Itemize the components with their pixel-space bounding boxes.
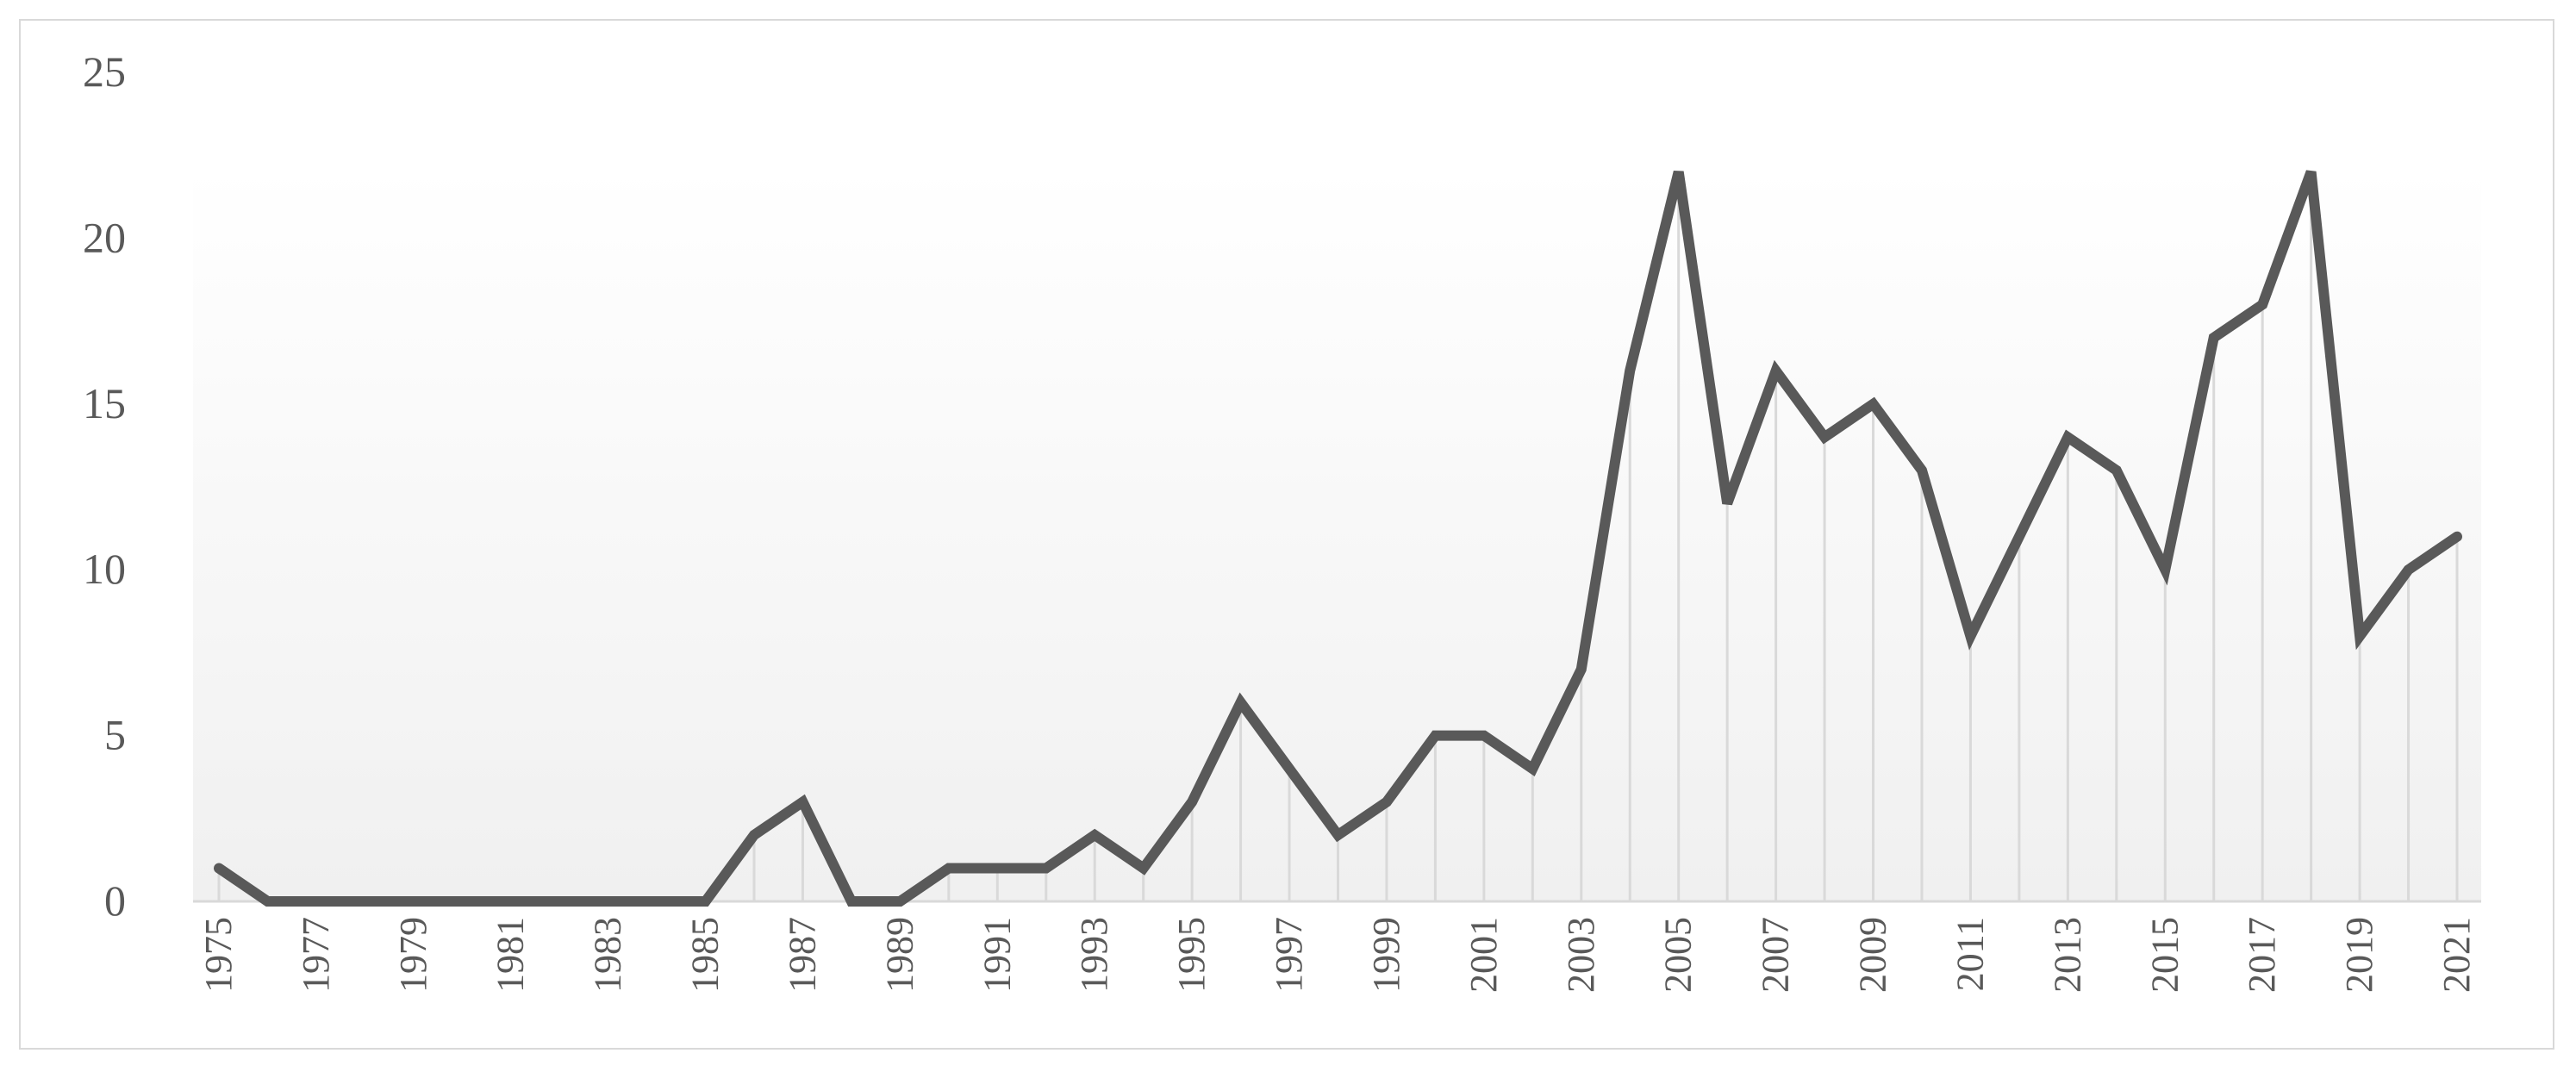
y-tick-label: 5 <box>104 711 126 759</box>
data-point <box>992 863 1002 874</box>
data-point <box>944 863 954 874</box>
data-point <box>2014 532 2024 542</box>
x-tick-label: 1995 <box>1170 917 1213 993</box>
y-tick-label: 10 <box>83 545 126 593</box>
x-tick-label: 1999 <box>1365 917 1407 993</box>
data-point <box>1479 731 1489 741</box>
data-point <box>1041 863 1051 874</box>
x-tick-label: 1993 <box>1073 917 1115 993</box>
data-point <box>652 896 662 907</box>
data-point <box>1722 498 1732 508</box>
y-tick-label: 15 <box>83 379 126 427</box>
data-point <box>1819 432 1830 442</box>
data-point <box>1430 731 1440 741</box>
data-point <box>506 896 516 907</box>
data-point <box>603 896 614 907</box>
x-tick-label: 1989 <box>878 917 920 993</box>
data-point <box>1527 763 1537 774</box>
x-tick-label: 1975 <box>197 917 240 993</box>
y-tick-label: 0 <box>104 876 126 925</box>
data-point <box>1187 797 1197 807</box>
data-point <box>457 896 467 907</box>
data-point <box>701 896 711 907</box>
x-tick-label: 2013 <box>2046 917 2088 993</box>
data-point <box>2257 299 2267 309</box>
data-point <box>2404 564 2414 575</box>
x-tick-label: 1985 <box>684 917 727 993</box>
data-point <box>1674 166 1684 177</box>
data-point <box>214 863 224 874</box>
x-tick-label: 2011 <box>1949 917 1991 991</box>
data-point <box>2160 564 2170 575</box>
data-point <box>1138 863 1149 874</box>
x-axis-ticks: 1975 1977 1979 1981 1983 1985 1987 1989 1991 1993… <box>197 917 2478 993</box>
plot-area <box>193 167 2481 901</box>
x-tick-label: 1983 <box>587 917 629 993</box>
x-tick-label: 1987 <box>781 917 823 993</box>
x-tick-label: 2005 <box>1657 917 1700 993</box>
data-point <box>1625 365 1635 376</box>
y-tick-label: 20 <box>83 213 126 261</box>
data-point <box>749 830 759 840</box>
x-tick-label: 1981 <box>490 917 532 993</box>
x-tick-label: 2017 <box>2241 917 2283 993</box>
x-tick-label: 1991 <box>976 917 1018 993</box>
x-tick-label: 1997 <box>1268 917 1310 993</box>
x-tick-label: 2015 <box>2143 917 2186 993</box>
x-tick-label: 2021 <box>2436 917 2478 993</box>
data-point <box>2306 166 2317 177</box>
x-tick-label: 1979 <box>392 917 434 993</box>
y-axis-ticks: 0 5 10 15 20 25 <box>83 47 126 925</box>
data-point <box>1382 797 1392 807</box>
y-tick-label: 25 <box>83 47 126 96</box>
data-point <box>262 896 272 907</box>
chart-frame: 0 5 10 15 20 25 1975 1977 1979 1981 1983 1985 1987 1… <box>19 19 2554 1050</box>
x-tick-label: 2001 <box>1463 917 1505 993</box>
data-point <box>554 896 564 907</box>
data-point <box>797 797 808 807</box>
x-tick-label: 2003 <box>1560 917 1602 993</box>
series-line <box>214 170 2462 907</box>
data-point <box>1917 465 1927 476</box>
data-point <box>895 896 905 907</box>
data-point <box>2452 532 2462 542</box>
x-tick-label: 2007 <box>1755 917 1797 993</box>
data-point <box>1236 697 1246 707</box>
data-point <box>1284 763 1294 774</box>
data-point <box>2062 432 2073 442</box>
x-tick-label: 1977 <box>295 917 337 993</box>
data-point <box>359 896 370 907</box>
x-tick-label: 2019 <box>2338 917 2380 993</box>
x-tick-label: 2009 <box>1852 917 1894 993</box>
data-point <box>2209 333 2219 343</box>
data-point <box>1965 631 1975 641</box>
data-point <box>846 896 857 907</box>
data-point <box>1333 830 1344 840</box>
data-point <box>1089 830 1100 840</box>
data-point <box>2111 465 2122 476</box>
data-point <box>1868 399 1879 409</box>
drop-lines <box>217 171 2459 901</box>
data-point <box>409 896 419 907</box>
data-point <box>2355 631 2365 641</box>
data-point <box>1576 664 1587 675</box>
data-point <box>311 896 321 907</box>
data-point <box>1771 365 1781 376</box>
